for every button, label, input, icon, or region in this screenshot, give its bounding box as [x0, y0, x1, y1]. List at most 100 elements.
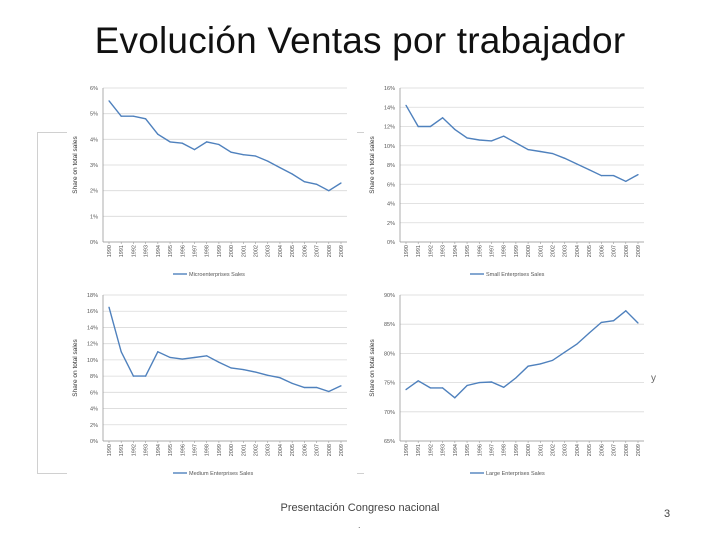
data-point	[625, 180, 627, 182]
data-point	[157, 351, 159, 353]
data-point	[625, 310, 627, 312]
x-tick-label: 2006	[599, 245, 605, 257]
chart-small: 0% 2% 4% 6% 8% 10% 12% 14% 16% 1990 1991 1992 1993 19…	[369, 86, 644, 278]
data-point	[328, 390, 330, 393]
data-point	[417, 380, 419, 382]
slide-title: Evolución Ventas por trabajador	[94, 20, 626, 61]
y-tick-label: 18%	[87, 293, 98, 299]
data-point	[454, 128, 456, 130]
footer-dot: .	[358, 520, 361, 530]
data-point	[340, 385, 342, 387]
data-point	[478, 382, 480, 384]
x-tick-label: 2004	[575, 444, 581, 456]
x-tick-label: 2005	[587, 444, 593, 456]
data-point	[181, 142, 183, 144]
x-tick-label: 2008	[624, 245, 630, 257]
x-tick-label: 2001	[538, 245, 544, 257]
x-tick-label: 1992	[428, 245, 434, 257]
series-line	[405, 309, 639, 399]
x-tick-label: 2008	[624, 444, 630, 456]
y-axis-title: Share on total sales	[72, 339, 79, 397]
panel-micro: 0% 1% 2% 3% 4% 5% 6% 1990 1991 1992 1993 1994 1995 19…	[67, 76, 357, 284]
data-point	[340, 182, 342, 184]
x-tick-label: 1997	[489, 444, 495, 456]
x-tick-label: 2005	[290, 245, 296, 257]
x-tick-label: 1991	[119, 444, 125, 456]
data-point	[303, 181, 305, 183]
data-point	[515, 142, 517, 144]
data-point	[132, 115, 135, 117]
x-tick-label: 2000	[229, 444, 235, 456]
x-tick-label: 1995	[168, 245, 174, 257]
series-line	[405, 104, 639, 183]
y-tick-label: 6%	[90, 86, 98, 92]
data-point	[405, 389, 407, 391]
x-tick-label: 1994	[453, 444, 459, 456]
x-tick-label: 2001	[538, 444, 544, 456]
x-tick-label: 2002	[254, 444, 260, 456]
data-point	[564, 157, 566, 159]
chart-micro: 0% 1% 2% 3% 4% 5% 6% 1990 1991 1992 1993 1994 1995 19…	[72, 86, 347, 278]
x-tick-label: 2006	[599, 444, 605, 456]
x-tick-label: 1992	[131, 444, 137, 456]
series-line	[108, 307, 342, 393]
x-tick-label: 2006	[302, 245, 308, 257]
legend-label: Small Enterprises Sales	[486, 272, 545, 278]
chart-large: 65% 70% 75% 80% 85% 90% 1990 1991 1992 1993 1994 19…	[369, 293, 644, 477]
y-tick-label: 65%	[384, 439, 395, 445]
panel-small: 0% 2% 4% 6% 8% 10% 12% 14% 16% 1990 1991 1992 1993 19…	[364, 76, 654, 284]
y-tick-label: 12%	[384, 125, 395, 131]
data-point	[490, 140, 493, 142]
data-point	[193, 149, 196, 151]
y-tick-label: 16%	[384, 86, 395, 92]
x-tick-label: 1993	[144, 444, 150, 456]
data-point	[218, 143, 220, 146]
x-tick-label: 1993	[441, 444, 447, 456]
data-point	[218, 361, 220, 363]
data-point	[108, 306, 110, 308]
x-tick-label: 2007	[612, 444, 618, 456]
x-tick-label: 1994	[453, 245, 459, 257]
x-tick-label: 2007	[315, 444, 321, 456]
x-tick-label: 2004	[575, 245, 581, 257]
x-tick-label: 1997	[192, 245, 198, 257]
data-point	[429, 387, 432, 389]
x-tick-label: 2001	[241, 245, 247, 257]
x-tick-label: 1999	[514, 245, 520, 257]
y-tick-label: 4%	[90, 407, 98, 413]
data-point	[145, 375, 147, 377]
y-tick-label: 90%	[384, 293, 395, 299]
data-point	[120, 351, 122, 353]
x-tick-label: 1992	[428, 444, 434, 456]
x-tick-label: 1999	[217, 444, 223, 456]
data-point	[132, 375, 135, 377]
data-point	[515, 377, 517, 379]
x-tick-label: 1991	[416, 444, 422, 456]
y-tick-label: 6%	[387, 182, 395, 188]
x-tick-label: 2002	[254, 245, 260, 257]
data-point	[576, 163, 578, 165]
x-tick-label: 1998	[205, 245, 211, 257]
x-tick-label: 1999	[217, 245, 223, 257]
x-tick-label: 1997	[192, 444, 198, 456]
data-point	[588, 332, 590, 334]
x-tick-label: 1996	[180, 245, 186, 257]
data-point	[291, 382, 293, 385]
data-point	[303, 386, 305, 389]
data-point	[454, 397, 456, 399]
data-point	[503, 135, 505, 137]
data-point	[539, 150, 541, 153]
y-tick-label: 1%	[90, 214, 98, 220]
data-point	[169, 141, 171, 143]
data-point	[417, 125, 419, 128]
y-tick-label: 14%	[384, 105, 395, 111]
y-axis-title: Share on total sales	[72, 136, 79, 194]
y-tick-label: 75%	[384, 381, 395, 387]
x-tick-label: 2000	[229, 245, 235, 257]
data-point	[108, 100, 110, 102]
data-point	[206, 141, 208, 143]
data-point	[242, 154, 244, 156]
x-tick-label: 2009	[339, 444, 345, 456]
y-tick-label: 4%	[387, 202, 395, 208]
data-point	[157, 133, 159, 135]
